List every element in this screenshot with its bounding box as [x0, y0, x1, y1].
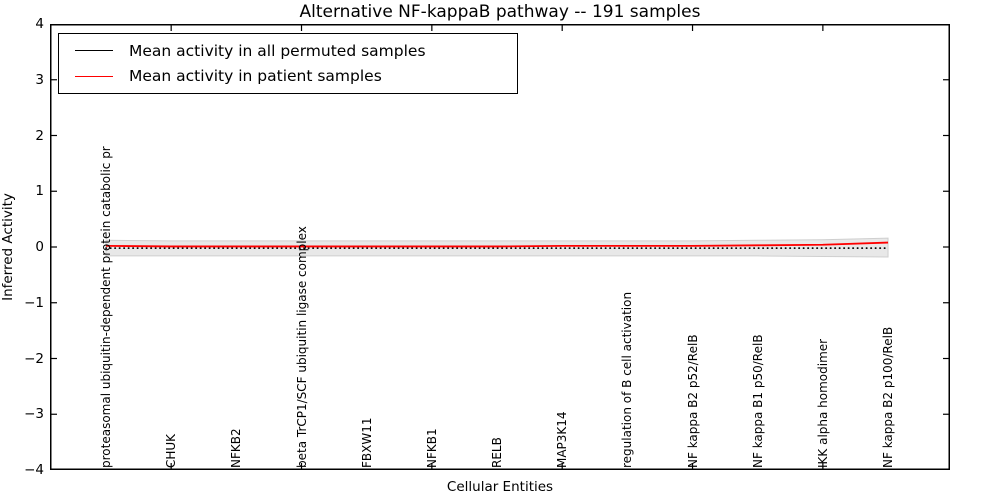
y-tick-label: 4	[35, 16, 44, 32]
y-tick-label: −2	[24, 350, 44, 367]
plot-frame	[50, 24, 950, 470]
x-category-label: CHUK	[164, 433, 179, 468]
x-axis-label: Cellular Entities	[446, 479, 554, 495]
chart-title: Alternative NF-kappaB pathway -- 191 sam…	[299, 2, 701, 22]
x-category-label: NF kappa B2 p100/RelB	[881, 326, 896, 468]
x-category-label: proteasomal ubiquitin-dependent protein …	[99, 146, 113, 468]
series-line-patient	[105, 241, 889, 248]
y-tick-label: 1	[35, 183, 44, 200]
y-tick-label: 3	[35, 71, 44, 88]
y-tick-label: 2	[35, 127, 44, 144]
y-tick-label: 0	[35, 239, 44, 255]
y-tick-label: −4	[24, 462, 44, 478]
x-category-label: NFKB1	[424, 428, 439, 468]
legend-entry-patient: Mean activity in patient samples	[75, 67, 517, 85]
x-category-label: FBXW11	[359, 417, 374, 469]
y-tick-label: −3	[24, 406, 44, 423]
legend: Mean activity in all permuted samples Me…	[58, 33, 518, 94]
x-category-label: RELB	[490, 437, 505, 468]
x-category-label: regulation of B cell activation	[620, 291, 635, 468]
legend-label-permuted: Mean activity in all permuted samples	[129, 41, 426, 60]
legend-label-patient: Mean activity in patient samples	[129, 67, 382, 86]
plot-area	[50, 24, 950, 470]
x-category-label: beta TrCP1/SCF ubiquitin ligase complex	[294, 226, 309, 468]
x-category-label: NF kappa B2 p52/RelB	[685, 334, 700, 468]
legend-line-patient-icon	[75, 75, 113, 77]
x-category-label: NFKB2	[229, 428, 244, 468]
legend-entry-permuted: Mean activity in all permuted samples	[75, 42, 517, 60]
x-category-label: NF kappa B1 p50/RelB	[750, 334, 765, 468]
x-category-label: MAP3K14	[555, 411, 570, 468]
legend-line-permuted-icon	[75, 50, 113, 52]
y-tick-label: −1	[24, 294, 44, 311]
x-category-label: IKK alpha homodimer	[815, 338, 830, 468]
